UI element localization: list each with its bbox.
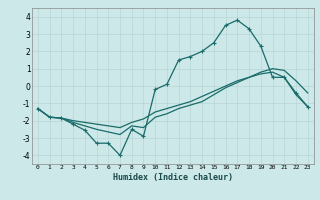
X-axis label: Humidex (Indice chaleur): Humidex (Indice chaleur)	[113, 173, 233, 182]
